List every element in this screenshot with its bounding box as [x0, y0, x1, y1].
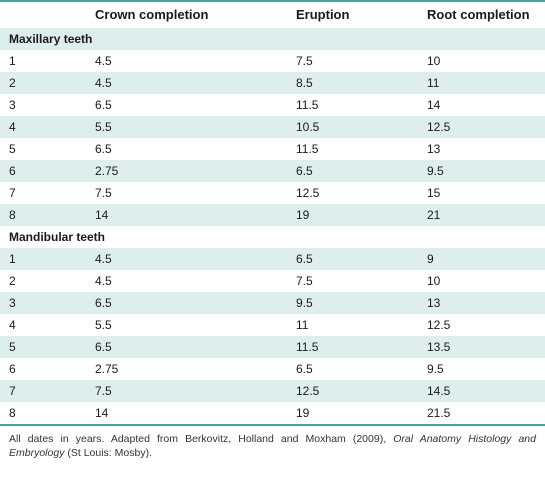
root-completion-value: 9.5 — [427, 362, 444, 376]
crown-completion-value: 4.5 — [95, 274, 112, 288]
crown-completion-value: 6.5 — [95, 142, 112, 156]
crown-completion-value: 6.5 — [95, 340, 112, 354]
eruption-value: 11.5 — [296, 340, 319, 354]
tooth-number: 8 — [9, 406, 16, 420]
eruption-value: 9.5 — [296, 296, 313, 310]
eruption-value: 12.5 — [296, 384, 320, 398]
eruption-value: 19 — [296, 406, 310, 420]
eruption-value: 11 — [296, 318, 309, 332]
root-completion-value: 14.5 — [427, 384, 451, 398]
tooth-number: 5 — [9, 142, 16, 156]
root-completion-value: 10 — [427, 54, 441, 68]
root-completion-value: 15 — [427, 186, 441, 200]
table-row: 6 2.75 6.5 9.5 — [0, 358, 545, 380]
tooth-number: 2 — [9, 76, 16, 90]
root-completion-value: 13.5 — [427, 340, 451, 354]
root-completion-value: 21.5 — [427, 406, 451, 420]
root-completion-value: 9 — [427, 252, 434, 266]
tooth-number: 1 — [9, 252, 16, 266]
header-eruption: Eruption — [296, 7, 350, 22]
table-row: 3 6.5 9.5 13 — [0, 292, 545, 314]
table-row: 5 6.5 11.5 13.5 — [0, 336, 545, 358]
table-row: 1 4.5 6.5 9 — [0, 248, 545, 270]
crown-completion-value: 5.5 — [95, 120, 112, 134]
crown-completion-value: 7.5 — [95, 186, 112, 200]
section-title: Maxillary teeth — [9, 32, 93, 46]
table-row: 7 7.5 12.5 15 — [0, 182, 545, 204]
table-row: 3 6.5 11.5 14 — [0, 94, 545, 116]
tooth-development-table: Crown completion Eruption Root completio… — [0, 0, 545, 460]
header-root-completion: Root completion — [427, 7, 530, 22]
table-row: 5 6.5 11.5 13 — [0, 138, 545, 160]
footnote-text-after: (St Louis: Mosby). — [64, 447, 152, 459]
root-completion-value: 14 — [427, 98, 441, 112]
header-crown-completion: Crown completion — [95, 7, 209, 22]
root-completion-value: 11 — [427, 76, 440, 90]
root-completion-value: 10 — [427, 274, 441, 288]
table-row: 2 4.5 7.5 10 — [0, 270, 545, 292]
crown-completion-value: 2.75 — [95, 362, 119, 376]
crown-completion-value: 6.5 — [95, 98, 112, 112]
tooth-number: 8 — [9, 208, 16, 222]
eruption-value: 19 — [296, 208, 310, 222]
crown-completion-value: 5.5 — [95, 318, 112, 332]
tooth-number: 6 — [9, 164, 16, 178]
eruption-value: 11.5 — [296, 98, 319, 112]
crown-completion-value: 4.5 — [95, 76, 112, 90]
tooth-number: 6 — [9, 362, 16, 376]
tooth-number: 2 — [9, 274, 16, 288]
tooth-number: 7 — [9, 384, 16, 398]
tooth-number: 3 — [9, 296, 16, 310]
crown-completion-value: 14 — [95, 208, 109, 222]
tooth-number: 3 — [9, 98, 16, 112]
crown-completion-value: 2.75 — [95, 164, 119, 178]
eruption-value: 6.5 — [296, 164, 313, 178]
section-title-row: Mandibular teeth — [0, 226, 545, 248]
tooth-number: 4 — [9, 120, 16, 134]
root-completion-value: 13 — [427, 142, 441, 156]
eruption-value: 7.5 — [296, 54, 313, 68]
section-title: Mandibular teeth — [9, 230, 106, 244]
tooth-number: 1 — [9, 54, 16, 68]
table-row: 8 14 19 21.5 — [0, 402, 545, 424]
root-completion-value: 9.5 — [427, 164, 444, 178]
root-completion-value: 12.5 — [427, 318, 451, 332]
table-row: 4 5.5 11 12.5 — [0, 314, 545, 336]
footnote-book-title: Oral Anatomy Histology and Embryology — [9, 433, 536, 459]
table-footnote: All dates in years. Adapted from Berkovi… — [0, 426, 545, 460]
eruption-value: 10.5 — [296, 120, 320, 134]
section-title-row: Maxillary teeth — [0, 28, 545, 50]
table-row: 8 14 19 21 — [0, 204, 545, 226]
eruption-value: 6.5 — [296, 252, 313, 266]
crown-completion-value: 14 — [95, 406, 109, 420]
tooth-number: 7 — [9, 186, 16, 200]
root-completion-value: 12.5 — [427, 120, 451, 134]
crown-completion-value: 4.5 — [95, 252, 112, 266]
crown-completion-value: 7.5 — [95, 384, 112, 398]
eruption-value: 6.5 — [296, 362, 313, 376]
crown-completion-value: 6.5 — [95, 296, 112, 310]
table-row: 4 5.5 10.5 12.5 — [0, 116, 545, 138]
table-body: Maxillary teeth 1 4.5 7.5 10 2 4.5 8.5 11 3 6.5 11.… — [0, 28, 545, 424]
eruption-value: 8.5 — [296, 76, 313, 90]
table-row: 6 2.75 6.5 9.5 — [0, 160, 545, 182]
bottom-rule — [0, 424, 545, 426]
root-completion-value: 21 — [427, 208, 441, 222]
footnote-text-before: All dates in years. Adapted from Berkovi… — [9, 433, 394, 445]
tooth-number: 5 — [9, 340, 16, 354]
header-row: Crown completion Eruption Root completio… — [0, 2, 545, 28]
root-completion-value: 13 — [427, 296, 441, 310]
eruption-value: 11.5 — [296, 142, 319, 156]
tooth-number: 4 — [9, 318, 16, 332]
table-row: 1 4.5 7.5 10 — [0, 50, 545, 72]
table-row: 2 4.5 8.5 11 — [0, 72, 545, 94]
crown-completion-value: 4.5 — [95, 54, 112, 68]
eruption-value: 7.5 — [296, 274, 313, 288]
eruption-value: 12.5 — [296, 186, 320, 200]
table-row: 7 7.5 12.5 14.5 — [0, 380, 545, 402]
top-rule — [0, 0, 545, 2]
